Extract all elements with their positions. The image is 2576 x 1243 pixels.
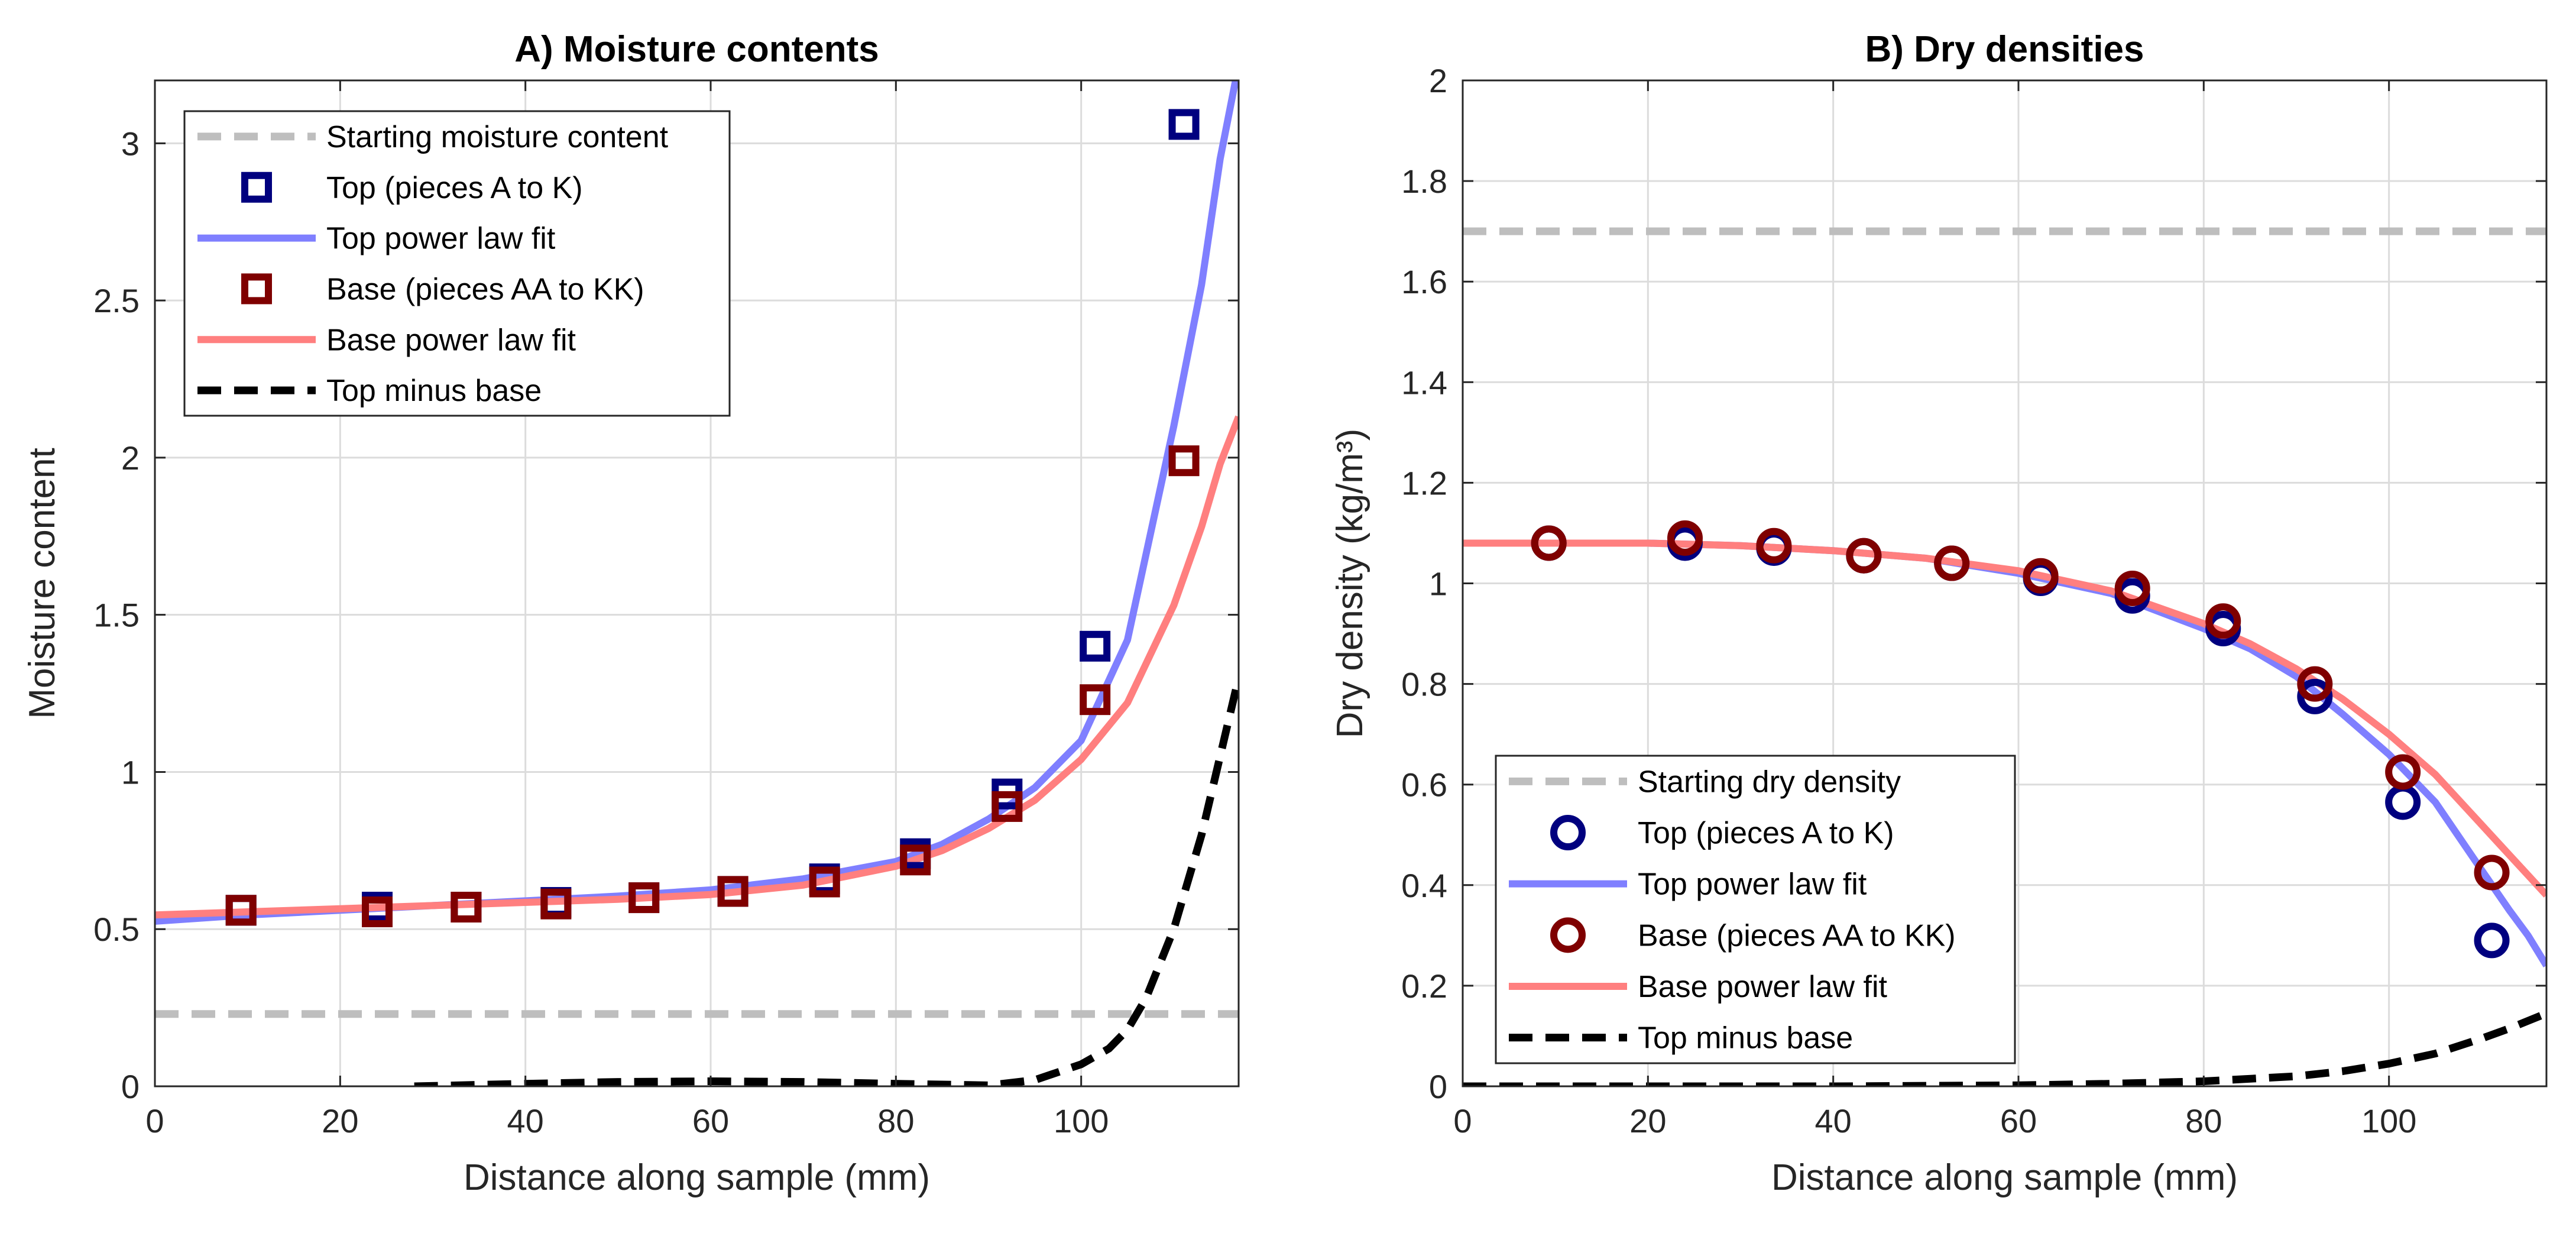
legend-base-pieces-aa-to-kk-marker [1550, 917, 1586, 953]
legend-base-pieces-aa-to-kk-marker [241, 273, 272, 305]
legend-base-pieces-aa-to-kk-label: Base (pieces AA to KK) [1638, 918, 1956, 953]
y-tick-label: 3 [121, 125, 140, 162]
panel-dry-densities: 0 20 40 60 80 100 0 0.2 0.4 0.6 0.8 1 1.2 1.4 1.6 1.8 2 B… [1330, 29, 2548, 1198]
x-tick-label: 60 [692, 1102, 729, 1140]
series-base-pieces-aa-to-kk-point [628, 882, 660, 914]
series-base-pieces-aa-to-kk-point [1667, 520, 1703, 556]
x-tick-label: 40 [1815, 1102, 1852, 1140]
series-base-pieces-aa-to-kk-point [1531, 525, 1567, 561]
series-base-pieces-aa-to-kk-point [2205, 603, 2241, 639]
x-tick-label: 80 [877, 1102, 914, 1140]
x-tick-label: 100 [1054, 1102, 1109, 1140]
y-tick-label: 0.6 [1401, 766, 1447, 804]
x-tick-label: 80 [2185, 1102, 2222, 1140]
y-tick-label: 0.4 [1401, 867, 1447, 904]
series-base-pieces-aa-to-kk-point [540, 888, 572, 920]
x-tick-label: 40 [507, 1102, 544, 1140]
legend-top-pieces-a-to-k-label: Top (pieces A to K) [326, 171, 583, 205]
series-base-pieces-aa-to-kk-point [2297, 666, 2333, 702]
legend-top-pieces-a-to-k-marker [241, 171, 272, 203]
series-top-pieces-a-to-k-point [2297, 678, 2333, 714]
axes-box [154, 79, 1240, 1087]
series-top-pieces-a-to-k-point [2474, 922, 2510, 959]
series-base-pieces-aa-to-kk-point [900, 844, 931, 876]
legend-top-minus-base-label: Top minus base [1638, 1021, 1853, 1056]
y-tick-label: 1 [1429, 565, 1447, 603]
legend-top-power-law-fit-label: Top power law fit [1638, 867, 1867, 902]
series-base-pieces-aa-to-kk-point [2023, 558, 2059, 594]
legend-top-pieces-a-to-k-marker [1550, 815, 1586, 850]
x-tick-label: 60 [2000, 1102, 2037, 1140]
series-top-minus-base-line [414, 676, 1239, 1086]
chart-title: A) Moisture contents [514, 29, 879, 70]
y-axis-label: Moisture content [22, 448, 63, 718]
series-base-pieces-aa-to-kk-point [1080, 684, 1111, 716]
legend-base-power-law-fit-label: Base power law fit [1638, 970, 1888, 1004]
series-base-pieces-aa-to-kk-point [225, 895, 257, 926]
series-base-pieces-aa-to-kk-point [1756, 527, 1792, 564]
series-base-pieces-aa-to-kk-point [1168, 445, 1200, 477]
x-tick-label: 20 [322, 1102, 358, 1140]
x-tick-label: 100 [2361, 1102, 2416, 1140]
y-axis-label: Dry density (kg/m³) [1330, 429, 1370, 739]
legend-top-minus-base-label: Top minus base [326, 374, 542, 408]
y-tick-label: 2.5 [93, 282, 140, 319]
y-tick-label: 1.6 [1401, 263, 1447, 300]
series-base-pieces-aa-to-kk-point [1846, 538, 1882, 574]
series-base-pieces-aa-to-kk-point [2385, 754, 2421, 790]
chart-title: B) Dry densities [1865, 29, 2144, 70]
series-top-pieces-a-to-k-point [1080, 630, 1111, 662]
y-tick-label: 1.2 [1401, 464, 1447, 501]
axes [154, 79, 1240, 1087]
y-tick-label: 0.5 [93, 911, 140, 948]
x-tick-label: 20 [1629, 1102, 1666, 1140]
x-tick-label: 0 [1453, 1102, 1472, 1140]
series-base-pieces-aa-to-kk-point [1934, 545, 1970, 581]
legend: Starting dry density Top (pieces A to K) T… [1495, 755, 2016, 1064]
series-base-pieces-aa-to-kk-point [2474, 854, 2510, 891]
x-axis-label: Distance along sample (mm) [1771, 1157, 2238, 1198]
legend-box [1495, 755, 2016, 1064]
series-base-pieces-aa-to-kk-point [2114, 571, 2150, 607]
legend: Starting moisture content Top (pieces A t… [183, 110, 731, 417]
series-base-pieces-aa-to-kk-point [717, 876, 749, 907]
y-tick-label: 1.8 [1401, 163, 1447, 200]
y-tick-label: 0.2 [1401, 967, 1447, 1005]
series-top-pieces-a-to-k-point [1168, 109, 1200, 140]
legend-starting-moisture-content-label: Starting moisture content [326, 120, 669, 154]
series-base-pieces-aa-to-kk-point [451, 892, 482, 923]
panel-moisture-contents: 0 20 40 60 80 100 0 0.5 1 1.5 2 2.5 3 A) Moisture con… [22, 29, 1240, 1198]
y-tick-label: 1 [121, 753, 140, 791]
y-tick-label: 2 [1429, 62, 1447, 99]
series-base-pieces-aa-to-kk-point [809, 866, 840, 898]
series-base-pieces-aa-to-kk-point [362, 896, 393, 927]
legend-top-pieces-a-to-k-label: Top (pieces A to K) [1638, 816, 1894, 850]
series-top-minus-base-line [1463, 1009, 2546, 1086]
y-tick-label: 1.5 [93, 597, 140, 634]
y-tick-label: 0 [121, 1068, 140, 1105]
legend-base-pieces-aa-to-kk-label: Base (pieces AA to KK) [326, 272, 644, 306]
axes [1462, 79, 2548, 1087]
y-tick-label: 2 [121, 439, 140, 477]
x-axis-label: Distance along sample (mm) [464, 1157, 930, 1198]
y-tick-label: 0 [1429, 1068, 1447, 1105]
legend-top-power-law-fit-label: Top power law fit [326, 222, 556, 256]
x-tick-label: 0 [145, 1102, 164, 1140]
series-base-power-law-fit-line [155, 415, 1239, 919]
y-tick-label: 0.8 [1401, 666, 1447, 703]
legend-starting-dry-density-label: Starting dry density [1638, 765, 1901, 799]
legend-base-power-law-fit-label: Base power law fit [326, 323, 576, 357]
y-tick-label: 1.4 [1401, 364, 1447, 401]
series-base-pieces-aa-to-kk-point [991, 791, 1023, 822]
data-layer [155, 80, 1239, 1086]
legend-box [183, 110, 731, 417]
